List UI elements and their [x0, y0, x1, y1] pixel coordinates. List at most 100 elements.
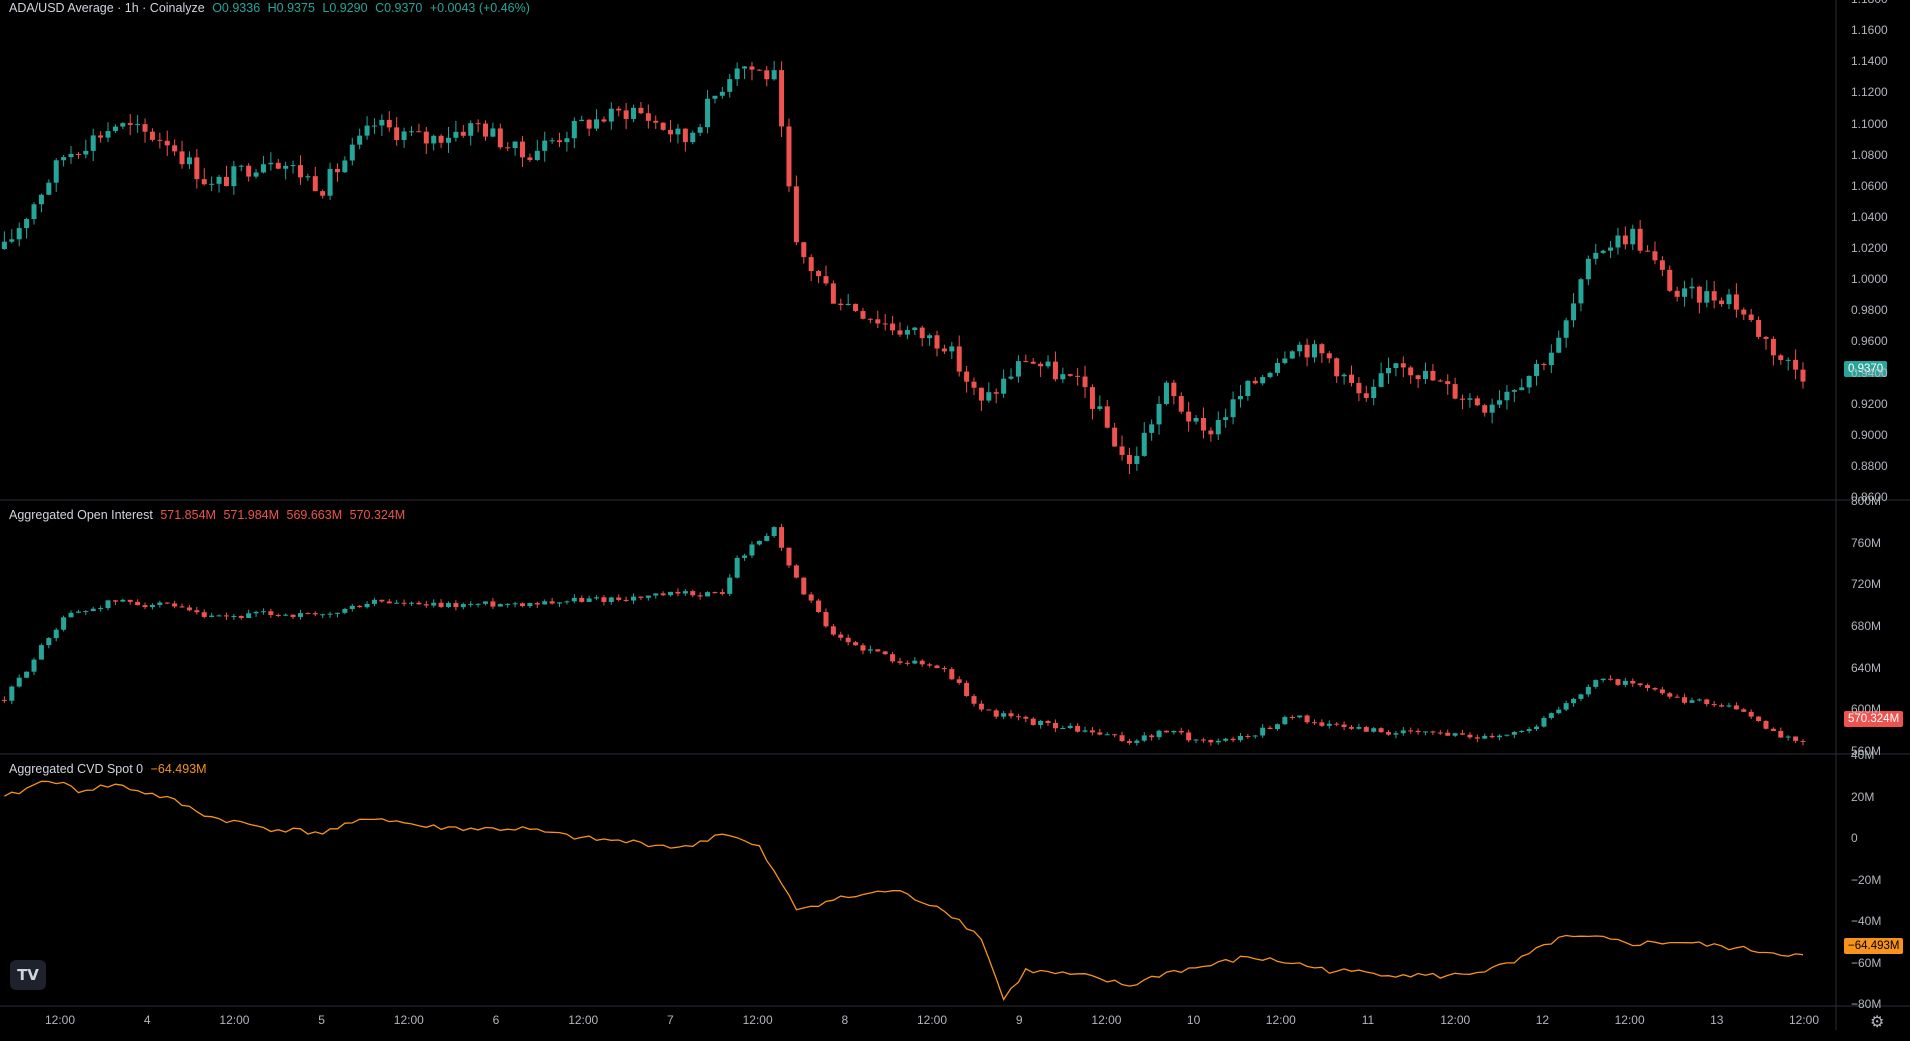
candle-body [1600, 678, 1606, 681]
candle-body [867, 649, 873, 651]
candle-body [1437, 380, 1443, 382]
x-tick-label: 10 [1186, 1013, 1201, 1027]
candle-body [1289, 351, 1295, 359]
candle-body [105, 131, 111, 138]
close-value: C0.9370 [375, 1, 423, 15]
candle-body [853, 303, 859, 312]
candle-body [941, 668, 947, 670]
candle-body [1274, 724, 1280, 730]
candle-body [668, 591, 674, 596]
candle-body [490, 128, 496, 137]
candle-body [1645, 685, 1651, 688]
candle-body [1119, 446, 1125, 455]
candle-body [386, 601, 392, 604]
high-value: H0.9375 [267, 1, 315, 15]
candle-body [38, 645, 44, 660]
candle-body [1548, 713, 1554, 718]
candle-body [1622, 680, 1628, 685]
candle-body [75, 611, 81, 613]
candle-body [1711, 704, 1717, 706]
candle-body [320, 614, 326, 616]
candle-body [1652, 687, 1658, 690]
x-tick-label: 12:00 [568, 1013, 599, 1027]
candle-body [1541, 717, 1547, 727]
candle-body [1356, 727, 1362, 729]
candle-body [875, 319, 881, 324]
candle-body [334, 168, 340, 173]
candle-body [386, 119, 392, 128]
x-tick-label: 9 [1015, 1013, 1023, 1027]
oi-last-tag: 570.324M [1844, 711, 1904, 727]
x-tick-label: 12:00 [45, 1013, 76, 1027]
candle-body [260, 164, 266, 173]
candle-body [1770, 728, 1776, 731]
open-interest-pane [1, 523, 1806, 746]
x-tick-label: 8 [841, 1013, 849, 1027]
candle-body [645, 595, 651, 598]
candle-body [890, 654, 896, 662]
candle-body [1711, 291, 1717, 301]
candle-body [1526, 729, 1532, 731]
candle-body [1326, 353, 1332, 359]
candle-body [1585, 258, 1591, 280]
candle-body [712, 95, 718, 99]
candle-body [68, 612, 74, 618]
cvd-y-tick: −40M [1851, 914, 1882, 928]
candle-body [431, 135, 437, 144]
candle-body [1067, 725, 1073, 728]
candle-body [497, 128, 503, 148]
candle-body [1593, 680, 1599, 687]
candle-body [527, 157, 533, 161]
candle-body [112, 126, 118, 132]
candle-body [1467, 398, 1473, 400]
candle-body [1452, 733, 1458, 736]
candle-body [838, 303, 844, 306]
candle-body [127, 123, 133, 125]
candle-body [912, 327, 918, 331]
candle-body [608, 597, 614, 602]
candle-body [1156, 404, 1162, 425]
candle-body [460, 604, 466, 608]
candle-body [431, 602, 437, 606]
candle-body [1593, 252, 1599, 259]
candle-body [1659, 689, 1665, 694]
candle-body [697, 595, 703, 597]
candle-body [1260, 377, 1266, 384]
candle-body [1511, 390, 1517, 392]
candle-body [31, 204, 37, 220]
candle-body [830, 626, 836, 635]
cvd-y-tick: 40M [1851, 748, 1875, 762]
candle-body [1141, 735, 1147, 741]
candle-body [1748, 314, 1754, 321]
candle-body [1585, 686, 1591, 695]
candle-body [334, 612, 340, 614]
candle-body [1615, 235, 1621, 248]
candle-body [120, 599, 126, 602]
candle-body [927, 664, 933, 666]
candle-body [727, 577, 733, 594]
candle-body [542, 140, 548, 151]
candle-body [142, 605, 148, 608]
candle-body [882, 323, 888, 325]
candle-body [1311, 722, 1317, 724]
candle-body [201, 179, 207, 185]
candle-body [305, 613, 311, 615]
candle-body [956, 679, 962, 683]
candle-body [512, 603, 518, 605]
x-tick-label: 13 [1710, 1013, 1724, 1027]
candle-body [1578, 694, 1584, 699]
candle-body [1504, 391, 1510, 401]
candle-body [1045, 361, 1051, 367]
candle-body [1341, 724, 1347, 728]
tradingview-logo-icon[interactable]: TV [10, 960, 46, 990]
candle-body [793, 565, 799, 578]
x-tick-label: 12:00 [1091, 1013, 1122, 1027]
candle-body [1393, 363, 1399, 368]
candle-body [1423, 370, 1429, 380]
gear-icon[interactable]: ⚙ [1870, 1014, 1885, 1031]
candle-body [1208, 430, 1214, 435]
candle-body [971, 381, 977, 388]
candle-body [749, 544, 755, 556]
candle-body [157, 602, 163, 605]
